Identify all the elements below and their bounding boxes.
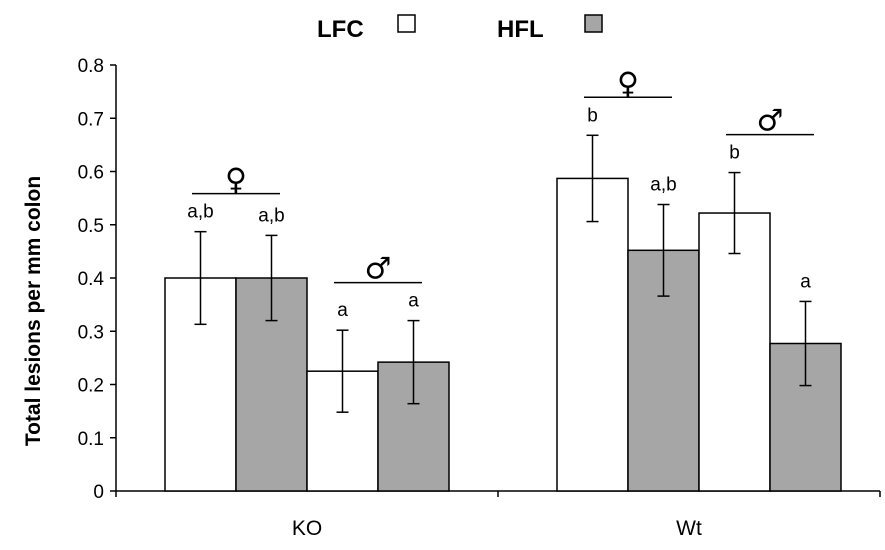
y-tick-label: 0.6	[78, 163, 104, 184]
legend-label-lfc: LFC	[317, 16, 364, 43]
y-tick-label: 0.1	[78, 429, 104, 450]
annotations-layer: a,b a,b ♀ a a ♂ b a,b ♀ b a ♂	[187, 66, 814, 321]
male-symbol: ♂	[365, 252, 392, 287]
significance-label: a,b	[650, 175, 676, 196]
y-tick-label: 0.8	[78, 56, 104, 77]
legend-swatch-hfl	[584, 14, 603, 33]
bars-layer	[164, 134, 842, 492]
x-category-label: Wt	[676, 517, 702, 540]
significance-label: a	[800, 271, 811, 292]
significance-label: a,b	[187, 202, 213, 223]
significance-label: a	[337, 300, 348, 321]
female-symbol: ♀	[225, 163, 247, 198]
x-axis: KO Wt	[115, 490, 881, 540]
legend-swatch-lfc	[397, 14, 416, 33]
y-tick-label: 0.2	[78, 376, 104, 397]
y-tick-label: 0.3	[78, 322, 104, 343]
legend-label-hfl: HFL	[497, 16, 544, 43]
y-tick-label: 0.5	[78, 216, 104, 237]
bar-lfc	[556, 177, 629, 492]
y-axis: 0 0.1 0.2 0.3 0.4 0.5 0.6 0.7 0.8	[78, 56, 117, 503]
y-axis-title: Total lesions per mm colon	[22, 176, 45, 446]
y-tick-label: 0.4	[78, 269, 105, 290]
significance-label: b	[587, 105, 598, 126]
significance-label: b	[729, 143, 740, 164]
female-symbol: ♀	[617, 66, 639, 101]
y-tick-label: 0.7	[78, 109, 104, 130]
x-category-label: KO	[292, 517, 322, 540]
male-symbol: ♂	[757, 104, 784, 139]
significance-label: a,b	[258, 205, 284, 226]
bar-hfl	[769, 342, 842, 492]
significance-label: a	[408, 291, 419, 312]
y-tick-label: 0	[93, 482, 104, 503]
legend: LFC HFL	[317, 14, 603, 43]
bar-lfc	[698, 212, 771, 492]
